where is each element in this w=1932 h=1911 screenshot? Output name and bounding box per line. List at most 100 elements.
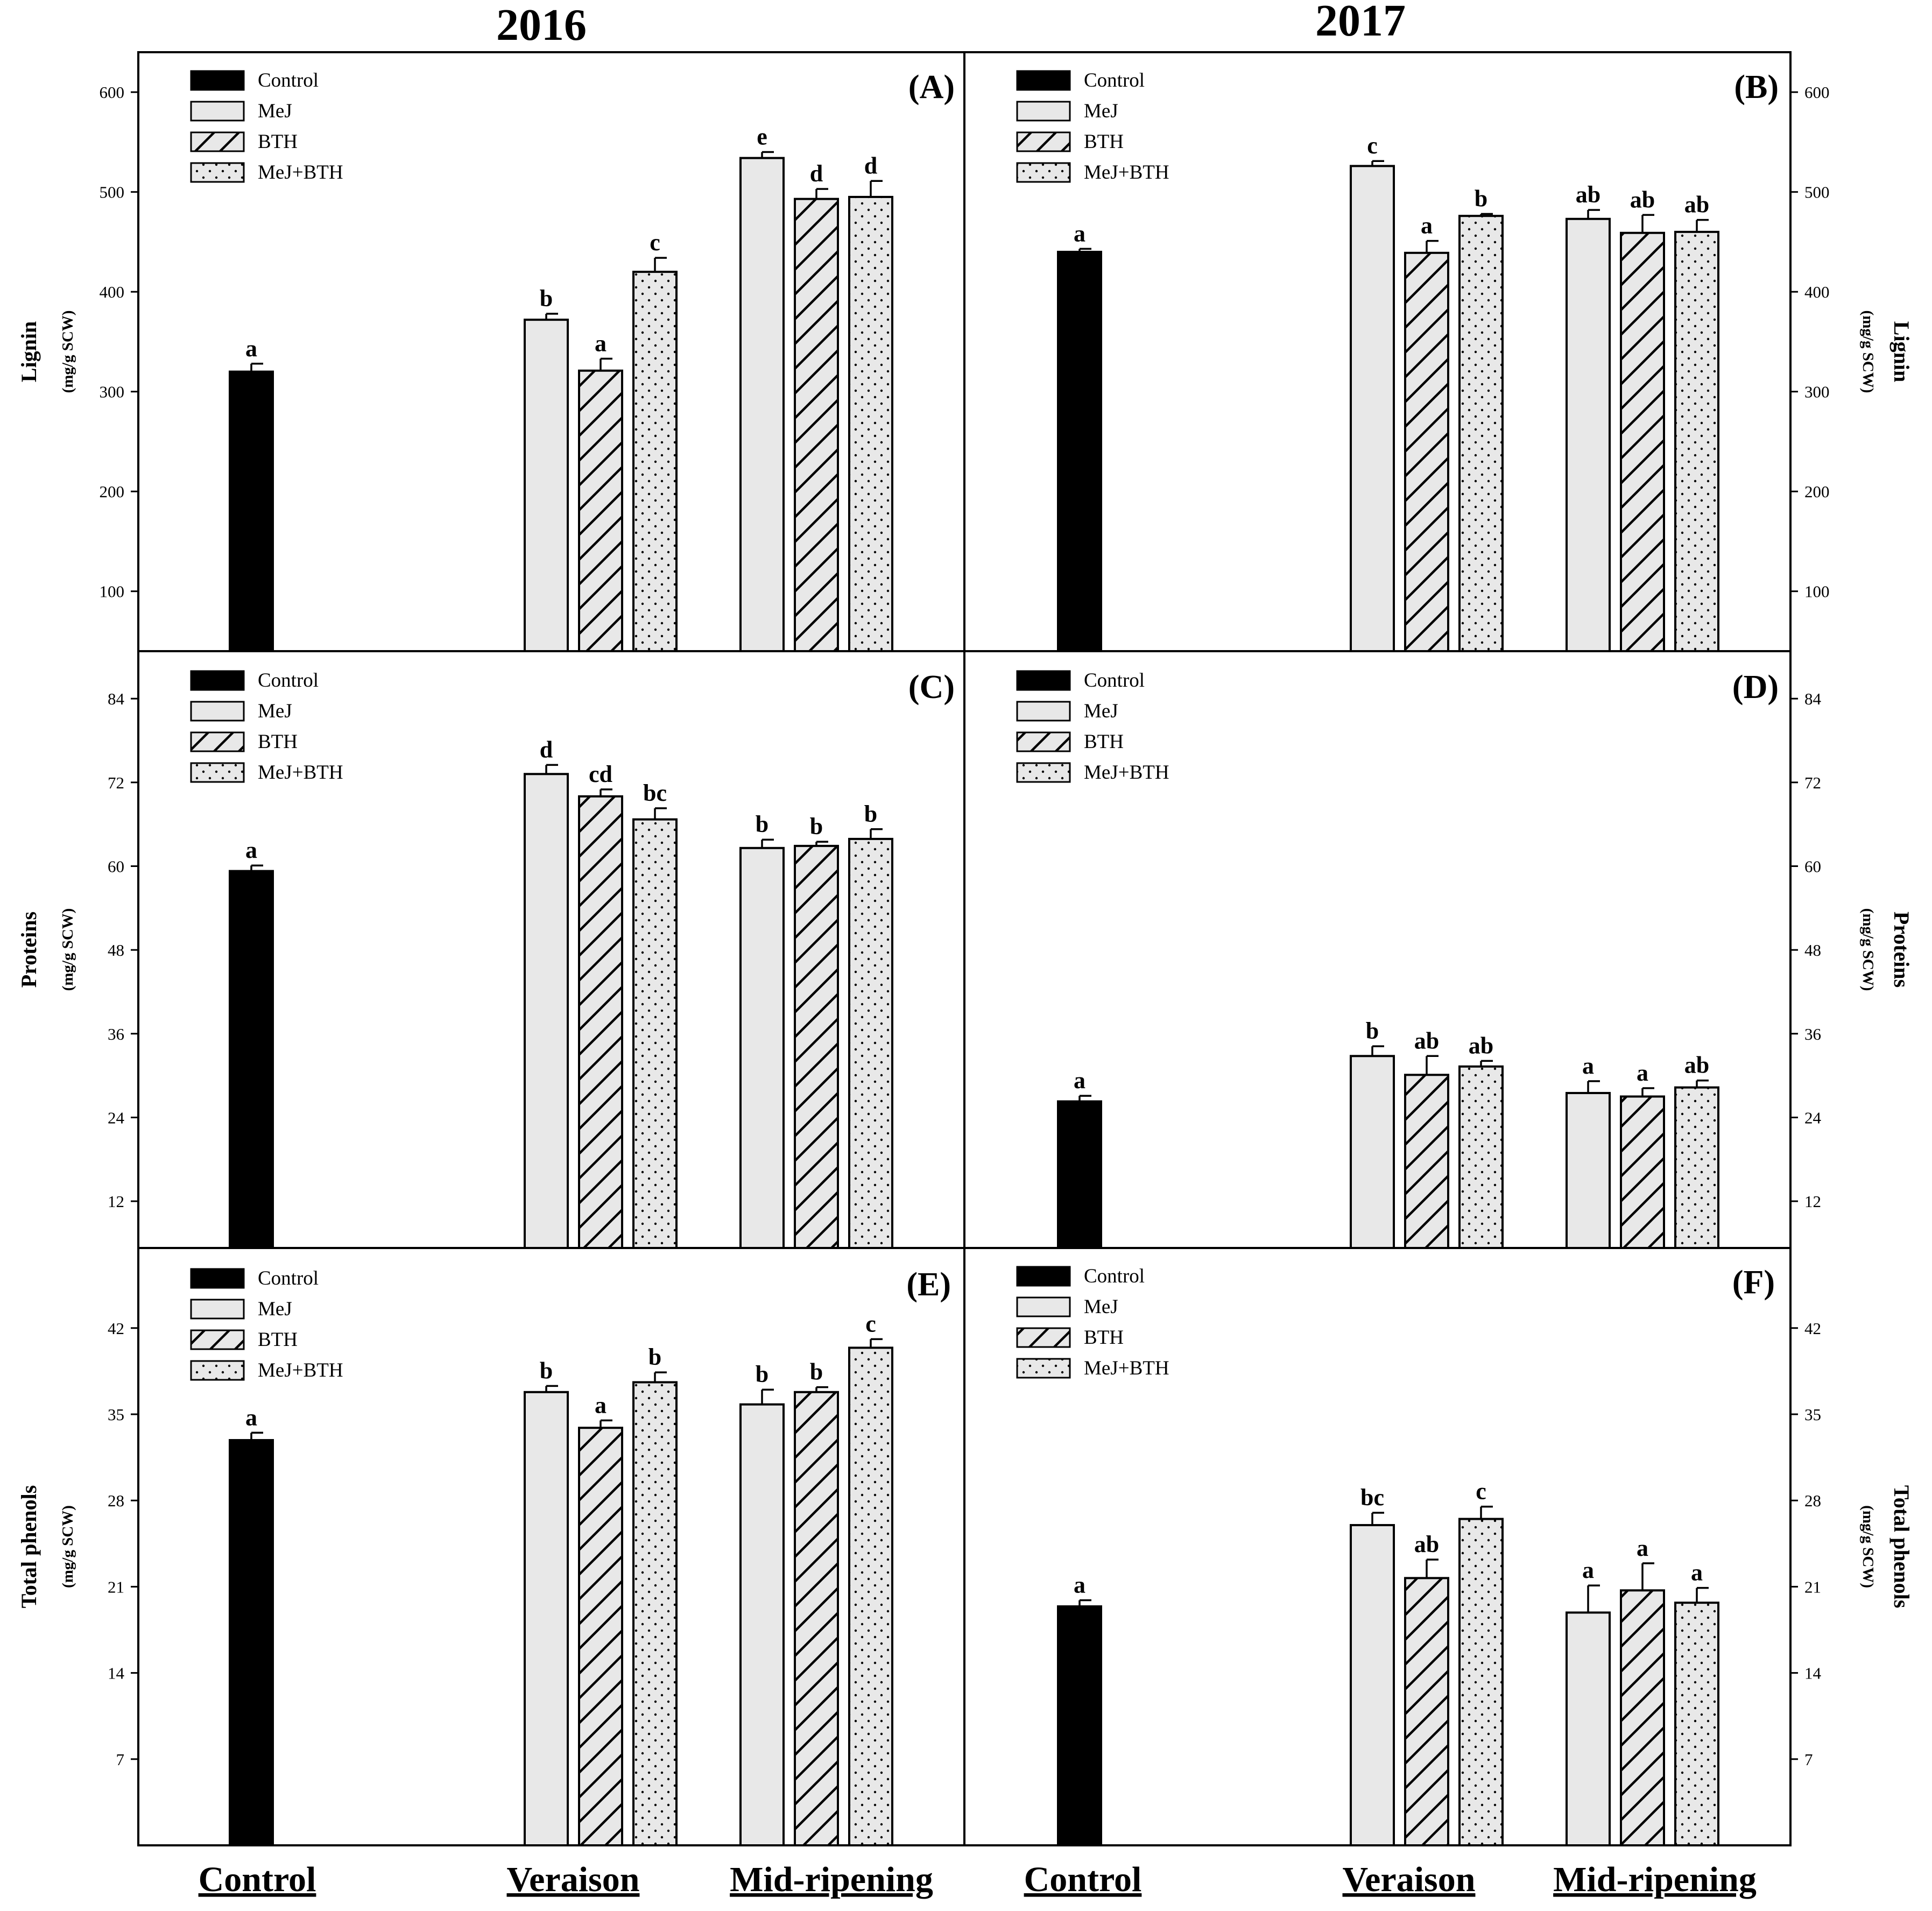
panel-label-b: (B) bbox=[1734, 69, 1779, 105]
legend-label-f: MeJ bbox=[1084, 1296, 1118, 1318]
legend-swatch-a bbox=[190, 131, 245, 152]
significance-letter-e: b bbox=[540, 1357, 553, 1384]
y-axis-unit-d: (mg/g SCW) bbox=[1859, 908, 1877, 991]
bar-c bbox=[739, 847, 785, 1249]
y-tick-label-e: 14 bbox=[108, 1664, 125, 1683]
y-tick-label-a: 300 bbox=[100, 383, 125, 401]
legend-label-e: BTH bbox=[258, 1329, 298, 1351]
significance-letter-a: d bbox=[810, 160, 823, 187]
group-label-veraison-2016: Veraison bbox=[507, 1860, 640, 1899]
legend-swatch-e bbox=[190, 1268, 245, 1289]
bar-b bbox=[1620, 231, 1665, 652]
bar-f bbox=[1350, 1524, 1395, 1847]
bar-f bbox=[1404, 1577, 1449, 1846]
significance-letter-c: bc bbox=[643, 780, 667, 806]
bar-b bbox=[1404, 251, 1449, 653]
y-axis-label-f: Total phenols bbox=[1889, 1485, 1914, 1609]
y-tick-label-a: 100 bbox=[100, 582, 125, 601]
bar-f bbox=[1566, 1611, 1611, 1847]
year-title-2016: 2016 bbox=[496, 0, 587, 50]
y-tick-label-d: 48 bbox=[1804, 941, 1821, 960]
bar-d bbox=[1350, 1055, 1395, 1249]
significance-letter-b: b bbox=[1475, 186, 1487, 212]
bar-e bbox=[632, 1381, 678, 1846]
y-tick-label-c: 48 bbox=[108, 941, 124, 960]
y-tick-label-b: 200 bbox=[1804, 482, 1830, 501]
bar-d bbox=[1674, 1086, 1719, 1249]
legend-label-c: MeJ+BTH bbox=[258, 761, 343, 784]
legend-label-a: BTH bbox=[258, 131, 298, 153]
y-tick-label-f: 28 bbox=[1804, 1491, 1821, 1510]
group-label-control-2017: Control bbox=[1024, 1860, 1142, 1899]
significance-letter-e: b bbox=[810, 1359, 823, 1385]
y-tick-label-e: 28 bbox=[108, 1491, 124, 1510]
legend-swatch-c bbox=[190, 762, 245, 783]
significance-letter-b: ab bbox=[1684, 192, 1709, 218]
legend-label-f: BTH bbox=[1084, 1327, 1124, 1349]
y-axis-unit-e: (mg/g SCW) bbox=[59, 1505, 76, 1588]
bar-a bbox=[578, 369, 623, 652]
legend-swatch-b bbox=[1016, 162, 1071, 183]
y-tick-label-d: 72 bbox=[1804, 773, 1821, 792]
legend-swatch-a bbox=[190, 101, 245, 122]
bar-a bbox=[794, 198, 839, 652]
bar-e bbox=[848, 1346, 893, 1846]
y-tick-label-b: 600 bbox=[1804, 83, 1830, 102]
bar-a bbox=[632, 271, 678, 653]
legend-swatch-f bbox=[1016, 1296, 1071, 1317]
y-tick-label-c: 24 bbox=[108, 1108, 125, 1127]
significance-letter-c: b bbox=[756, 811, 768, 837]
bar-a bbox=[524, 319, 569, 652]
y-axis-unit-c: (mg/g SCW) bbox=[59, 908, 76, 991]
significance-letter-c: b bbox=[864, 801, 877, 827]
bar-b bbox=[1674, 230, 1719, 652]
bar-c bbox=[229, 870, 274, 1250]
bar-c bbox=[848, 837, 893, 1249]
bar-c bbox=[578, 795, 623, 1250]
y-tick-label-c: 84 bbox=[108, 689, 125, 708]
y-axis-label-b: Lignin bbox=[1889, 321, 1914, 382]
legend-swatch-c bbox=[190, 731, 245, 752]
bar-d bbox=[1566, 1092, 1611, 1249]
bar-f bbox=[1674, 1602, 1719, 1846]
bar-e bbox=[524, 1391, 569, 1846]
y-axis-label-c: Proteins bbox=[17, 912, 41, 988]
significance-letter-d: ab bbox=[1684, 1052, 1709, 1078]
group-label-control-2016: Control bbox=[199, 1860, 316, 1899]
legend-swatch-f bbox=[1016, 1327, 1071, 1348]
y-tick-label-a: 200 bbox=[100, 482, 125, 501]
y-tick-label-c: 36 bbox=[108, 1025, 124, 1043]
legend-label-e: Control bbox=[258, 1267, 319, 1289]
legend-label-b: BTH bbox=[1084, 131, 1124, 153]
year-title-2017: 2017 bbox=[1315, 0, 1406, 46]
significance-letter-d: b bbox=[1366, 1018, 1379, 1044]
y-tick-label-d: 36 bbox=[1804, 1025, 1821, 1043]
legend-swatch-b bbox=[1016, 101, 1071, 122]
y-tick-label-d: 60 bbox=[1804, 857, 1821, 876]
y-tick-label-b: 400 bbox=[1804, 283, 1830, 301]
y-tick-label-d: 84 bbox=[1804, 689, 1822, 708]
significance-letter-f: a bbox=[1582, 1557, 1594, 1583]
legend-label-f: Control bbox=[1084, 1265, 1145, 1287]
significance-letter-d: ab bbox=[1469, 1032, 1493, 1059]
bar-d bbox=[1620, 1095, 1665, 1250]
significance-letter-f: a bbox=[1637, 1535, 1648, 1561]
significance-letter-b: a bbox=[1074, 220, 1085, 246]
group-label-midripening-2017: Mid-ripening bbox=[1553, 1860, 1757, 1899]
legend-swatch-c bbox=[190, 701, 245, 722]
legend-label-d: MeJ+BTH bbox=[1084, 761, 1169, 784]
legend-label-d: BTH bbox=[1084, 731, 1124, 753]
bar-e bbox=[229, 1439, 274, 1847]
legend-swatch-f bbox=[1016, 1358, 1071, 1379]
y-axis-label-d: Proteins bbox=[1889, 912, 1914, 988]
significance-letter-d: a bbox=[1637, 1060, 1648, 1086]
legend-label-a: MeJ+BTH bbox=[258, 161, 343, 184]
legend-label-c: BTH bbox=[258, 731, 298, 753]
legend-label-d: Control bbox=[1084, 669, 1145, 692]
bar-c bbox=[524, 773, 569, 1249]
significance-letter-a: a bbox=[245, 335, 257, 362]
significance-letter-b: c bbox=[1367, 132, 1378, 159]
significance-letter-e: a bbox=[595, 1392, 607, 1418]
bar-a bbox=[739, 157, 785, 652]
y-tick-label-b: 300 bbox=[1804, 383, 1830, 401]
